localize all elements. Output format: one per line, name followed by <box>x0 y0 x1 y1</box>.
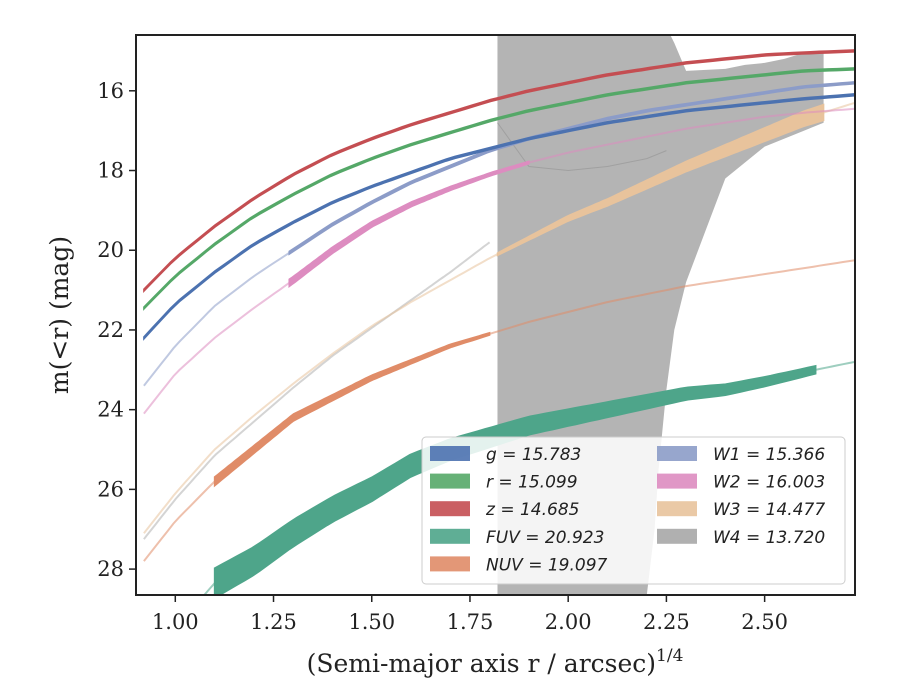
legend-swatch <box>430 528 470 544</box>
series-z <box>143 49 855 293</box>
y-tick-label: 28 <box>97 557 124 581</box>
series-fuv-measured-band <box>213 364 817 595</box>
legend-swatch <box>657 501 697 517</box>
legend-label: z = 14.685 <box>485 500 579 520</box>
legend-swatch <box>430 556 470 572</box>
legend-swatch <box>657 446 697 461</box>
legend-label: g = 15.783 <box>486 445 581 465</box>
y-tick-label: 18 <box>97 159 124 183</box>
x-tick-label: 1.50 <box>348 610 395 634</box>
series-w4 <box>143 241 491 540</box>
y-axis-label: m(<r) (mag) <box>45 236 74 394</box>
series-r-measured-band <box>143 67 855 311</box>
legend-item-r: r = 15.099 <box>430 473 578 493</box>
series-w1-measured-band <box>288 81 855 256</box>
series-r <box>143 67 855 311</box>
legend: g = 15.783 r = 15.099 z = 14.685 FUV = 20.9… <box>421 436 846 585</box>
legend-item-nuv: NUV = 19.097 <box>430 555 608 575</box>
legend-label: W1 = 15.366 <box>713 445 825 465</box>
w4-band-inner-edge <box>497 122 667 172</box>
legend-item-z: z = 14.685 <box>430 500 579 520</box>
legend-swatch <box>657 528 697 544</box>
plot-frame <box>135 34 856 596</box>
x-tick-label: 1.00 <box>152 610 199 634</box>
series-w2 <box>143 107 855 415</box>
series-w4-extrapolated-line <box>143 241 491 540</box>
series-w3-measured-band <box>496 103 825 257</box>
legend-item-w3: W3 = 14.477 <box>657 500 825 520</box>
legend-label: r = 15.099 <box>486 473 578 493</box>
x-tick-label: 1.25 <box>250 610 297 634</box>
legend-swatch <box>430 446 470 461</box>
series-nuv <box>143 259 855 562</box>
legend-item-fuv: FUV = 20.923 <box>430 528 604 548</box>
legend-label: FUV = 20.923 <box>486 528 604 548</box>
legend-box <box>421 436 846 585</box>
series-w3 <box>143 101 855 534</box>
series-g <box>143 93 855 341</box>
x-tick-label: 2.25 <box>643 610 690 634</box>
legend-item-g: g = 15.783 <box>430 445 581 465</box>
x-tick-label: 2.00 <box>545 610 592 634</box>
y-tick-label: 24 <box>97 398 124 422</box>
legend-swatch <box>657 473 697 489</box>
series-z-measured-band <box>143 49 855 293</box>
y-tick-label: 22 <box>97 318 124 342</box>
x-axis: 1.00 1.25 1.50 1.75 2.00 2.25 2.50 <box>152 595 788 634</box>
legend-label: W4 = 13.720 <box>713 528 825 548</box>
x-tick-label: 1.75 <box>447 610 494 634</box>
legend-label: NUV = 19.097 <box>486 555 608 575</box>
series-nuv-measured-band <box>213 331 491 488</box>
legend-item-w1: W1 = 15.366 <box>657 445 825 465</box>
legend-item-w4: W4 = 13.720 <box>657 528 825 548</box>
legend-label: W3 = 14.477 <box>713 500 825 520</box>
legend-swatch <box>430 473 470 489</box>
x-axis-label: (Semi-major axis r / arcsec)1/4 <box>307 646 684 678</box>
y-tick-label: 16 <box>97 79 124 103</box>
y-tick-label: 26 <box>97 477 124 501</box>
series-fuv <box>202 360 855 595</box>
legend-swatch <box>430 501 470 517</box>
y-tick-label: 20 <box>97 238 124 262</box>
legend-label: W2 = 16.003 <box>713 473 825 493</box>
series-g-measured-band <box>143 93 855 341</box>
series-w2-measured-band <box>288 160 530 288</box>
legend-item-w2: W2 = 16.003 <box>657 473 825 493</box>
x-tick-label: 2.50 <box>741 610 788 634</box>
y-axis: 16 18 20 22 24 26 28 <box>97 79 136 581</box>
